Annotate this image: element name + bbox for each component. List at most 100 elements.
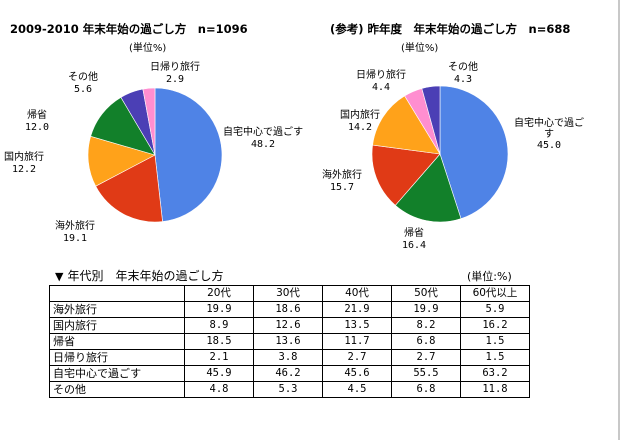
table-cell: 45.6 [322,365,392,382]
left-label-value: 12.0 [25,122,50,133]
left-label-name: その他 [68,72,98,83]
table-row: 自宅中心で過ごす 45.9 46.2 45.6 55.5 63.2 [49,365,530,382]
table-cell: 63.2 [460,365,530,382]
table-cell: 2.7 [391,349,461,366]
left-pie-chart [87,87,223,223]
pie-slice-海外旅行 [95,154,163,223]
right-label-name: その他 [448,62,478,73]
table-cell: 8.2 [391,317,461,334]
right-label-その他: その他 4.3 [448,62,478,86]
right-label-自宅中心で過ごす: 自宅中心で過ごす 45.0 [509,118,589,152]
right-label-value: 4.4 [371,82,391,93]
table-header-cell: 40代 [322,285,392,302]
table-row: 帰省 18.5 13.6 11.7 6.8 1.5 [49,333,530,350]
left-label-その他: その他 5.6 [68,72,98,96]
right-chart-title: (参考) 昨年度 年末年始の過ごし方 n=688 [330,22,571,36]
right-label-name: 自宅中心で過ごす [514,118,584,140]
pie-slice-その他 [421,85,441,155]
left-label-name: 日帰り旅行 [150,62,200,73]
left-label-name: 自宅中心で過ごす [223,127,304,138]
table-row-label: 自宅中心で過ごす [49,365,185,382]
left-label-日帰り旅行: 日帰り旅行 2.9 [150,62,200,86]
right-label-value: 45.0 [536,140,562,151]
table-cell: 16.2 [460,317,530,334]
right-label-海外旅行: 海外旅行 15.7 [322,170,362,194]
table-cell: 11.7 [322,333,392,350]
pie-slice-自宅中心で過ごす [439,85,509,220]
table-header-cell [49,285,185,302]
table-cell: 13.6 [253,333,323,350]
table-cell: 12.6 [253,317,323,334]
left-label-value: 5.6 [73,84,93,95]
left-label-name: 海外旅行 [55,221,95,232]
left-chart-unit: (単位%) [129,43,167,54]
table-cell: 18.5 [184,333,254,350]
table-cell: 4.8 [184,381,254,398]
right-label-国内旅行: 国内旅行 14.2 [340,110,380,134]
left-label-name: 帰省 [27,110,48,121]
table-cell: 6.8 [391,381,461,398]
left-label-帰省: 帰省 12.0 [25,110,49,134]
table-cell: 1.5 [460,349,530,366]
left-label-国内旅行: 国内旅行 12.2 [4,152,44,176]
right-label-name: 日帰り旅行 [356,70,406,81]
triangle-down-icon: ▼ [55,270,64,283]
left-label-name: 国内旅行 [4,152,44,163]
table-row: 海外旅行 19.9 18.6 21.9 19.9 5.9 [49,301,530,318]
table-cell: 13.5 [322,317,392,334]
left-label-value: 2.9 [165,74,185,85]
left-chart-title: 2009-2010 年末年始の過ごし方 n=1096 [10,22,248,36]
right-label-日帰り旅行: 日帰り旅行 4.4 [356,70,406,94]
table-cell: 18.6 [253,301,323,318]
table-cell: 21.9 [322,301,392,318]
table-cell: 45.9 [184,365,254,382]
table-header-cell: 30代 [253,285,323,302]
table-title: ▼ 年代別 年末年始の過ごし方 [55,267,223,284]
left-label-value: 48.2 [251,139,276,150]
table-title-text: 年代別 年末年始の過ごし方 [67,269,224,283]
table-row-label: 帰省 [49,333,185,350]
left-label-value: 19.1 [62,233,88,244]
table-cell: 11.8 [460,381,530,398]
pie-slice-日帰り旅行 [142,87,156,156]
age-group-table: 20代 30代 40代 50代 60代以上 海外旅行 19.9 18.6 21.… [49,285,530,398]
table-header-cell: 60代以上 [460,285,530,302]
table-row: 日帰り旅行 2.1 3.8 2.7 2.7 1.5 [49,349,530,366]
table-row-label: 海外旅行 [49,301,185,318]
table-unit: (単位:%) [467,270,512,283]
table-header-cell: 20代 [184,285,254,302]
table-cell: 1.5 [460,333,530,350]
table-row: その他 4.8 5.3 4.5 6.8 11.8 [49,381,530,398]
table-row-label: 国内旅行 [49,317,185,334]
table-cell: 8.9 [184,317,254,334]
table-cell: 19.9 [184,301,254,318]
right-pie-chart [371,85,509,223]
right-chart-unit: (単位%) [401,43,439,54]
right-label-value: 14.2 [347,122,373,133]
left-label-海外旅行: 海外旅行 19.1 [55,221,95,245]
pie-slice-国内旅行 [372,95,441,155]
right-label-value: 15.7 [329,182,355,193]
table-cell: 5.9 [460,301,530,318]
table-cell: 46.2 [253,365,323,382]
table-cell: 55.5 [391,365,461,382]
right-label-name: 国内旅行 [340,110,380,121]
table-cell: 2.1 [184,349,254,366]
table-cell: 6.8 [391,333,461,350]
table-cell: 19.9 [391,301,461,318]
table-row: 国内旅行 8.9 12.6 13.5 8.2 16.2 [49,317,530,334]
table-cell: 5.3 [253,381,323,398]
left-label-自宅中心で過ごす: 自宅中心で過ごす 48.2 [223,127,303,151]
right-label-value: 4.3 [453,74,473,85]
table-header-cell: 50代 [391,285,461,302]
left-label-value: 12.2 [11,164,37,175]
right-label-value: 16.4 [402,240,427,251]
table-cell: 4.5 [322,381,392,398]
pie-slice-帰省 [394,153,462,223]
table-cell: 3.8 [253,349,323,366]
table-row-label: 日帰り旅行 [49,349,185,366]
table-header-row: 20代 30代 40代 50代 60代以上 [49,285,530,302]
right-label-name: 帰省 [404,228,425,239]
table-row-label: その他 [49,381,185,398]
